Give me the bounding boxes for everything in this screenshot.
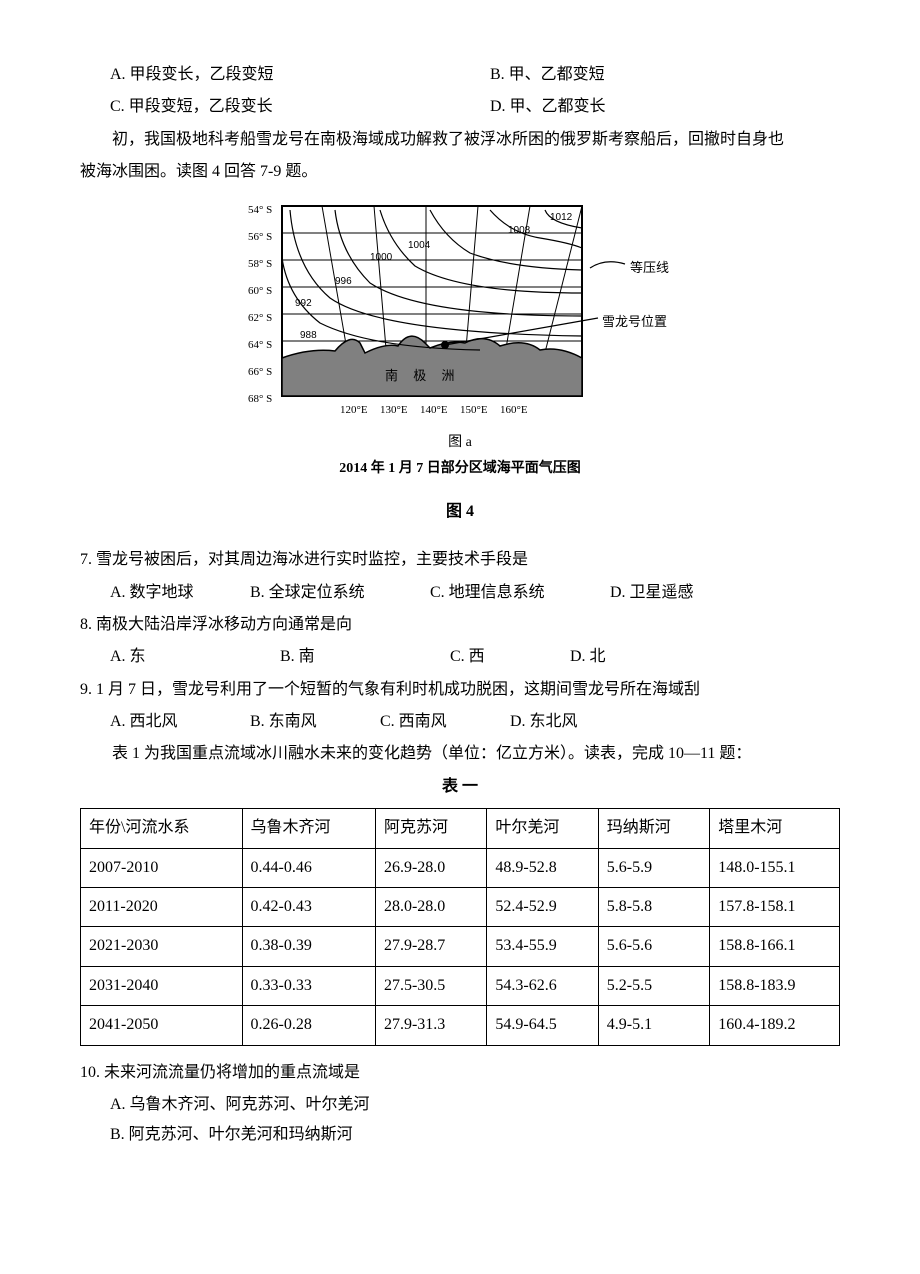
legend-ship: 雪龙号位置 bbox=[602, 310, 667, 335]
table-row: 2007-2010 0.44-0.46 26.9-28.0 48.9-52.8 … bbox=[81, 848, 840, 887]
lat-56: 56° S bbox=[248, 227, 272, 248]
lat-68: 68° S bbox=[248, 389, 272, 410]
table-row: 2041-2050 0.26-0.28 27.9-31.3 54.9-64.5 … bbox=[81, 1006, 840, 1045]
lat-54: 54° S bbox=[248, 200, 272, 221]
svg-text:996: 996 bbox=[335, 276, 352, 287]
table-row: 2021-2030 0.38-0.39 27.9-28.7 53.4-55.9 … bbox=[81, 927, 840, 966]
passage1-line2: 被海冰围困。读图 4 回答 7-9 题。 bbox=[80, 157, 840, 187]
q7-opt-a: A. 数字地球 bbox=[80, 578, 220, 608]
q9-opt-a: A. 西北风 bbox=[80, 707, 220, 737]
q9-opt-c: C. 西南风 bbox=[350, 707, 480, 737]
q9-opt-b: B. 东南风 bbox=[220, 707, 350, 737]
prev-opt-d: D. 甲、乙都变长 bbox=[460, 92, 840, 122]
q7-opt-c: C. 地理信息系统 bbox=[400, 578, 580, 608]
q8-stem: 8. 南极大陆沿岸浮冰移动方向通常是向 bbox=[80, 610, 840, 640]
col-5: 塔里木河 bbox=[710, 809, 840, 848]
svg-text:1008: 1008 bbox=[508, 225, 531, 236]
legend-isobar: 等压线 bbox=[630, 256, 669, 281]
q10-opt-b: B. 阿克苏河、叶尔羌河和玛纳斯河 bbox=[80, 1120, 840, 1150]
col-4: 玛纳斯河 bbox=[598, 809, 709, 848]
map-chart: 1012 1008 1004 1000 996 992 988 南 极 洲 54… bbox=[230, 198, 690, 428]
q8-options: A. 东 B. 南 C. 西 D. 北 bbox=[80, 642, 840, 672]
figure-caption: 2014 年 1 月 7 日部分区域海平面气压图 bbox=[339, 456, 581, 483]
col-3: 叶尔羌河 bbox=[487, 809, 598, 848]
lon-120: 120°E bbox=[340, 400, 368, 421]
lon-150: 150°E bbox=[460, 400, 488, 421]
svg-text:1012: 1012 bbox=[550, 212, 573, 223]
q8-opt-c: C. 西 bbox=[420, 642, 540, 672]
q7-options: A. 数字地球 B. 全球定位系统 C. 地理信息系统 D. 卫星遥感 bbox=[80, 578, 840, 608]
lat-58: 58° S bbox=[248, 254, 272, 275]
svg-text:988: 988 bbox=[300, 330, 317, 341]
col-0: 年份\河流水系 bbox=[81, 809, 243, 848]
q8-opt-a: A. 东 bbox=[80, 642, 250, 672]
lon-130: 130°E bbox=[380, 400, 408, 421]
q8-opt-b: B. 南 bbox=[250, 642, 420, 672]
lat-60: 60° S bbox=[248, 281, 272, 302]
q10-stem: 10. 未来河流流量仍将增加的重点流域是 bbox=[80, 1058, 840, 1088]
passage1-line1: 初，我国极地科考船雪龙号在南极海域成功解救了被浮冰所困的俄罗斯考察船后，回撤时自… bbox=[80, 125, 840, 155]
col-2: 阿克苏河 bbox=[375, 809, 486, 848]
lat-64: 64° S bbox=[248, 335, 272, 356]
prev-opt-a: A. 甲段变长，乙段变短 bbox=[80, 60, 460, 90]
figure-label: 图 4 bbox=[446, 497, 474, 527]
q9-stem: 9. 1 月 7 日，雪龙号利用了一个短暂的气象有利时机成功脱困，这期间雪龙号所… bbox=[80, 675, 840, 705]
q10-opt-a: A. 乌鲁木齐河、阿克苏河、叶尔羌河 bbox=[80, 1090, 840, 1120]
table-row: 2031-2040 0.33-0.33 27.5-30.5 54.3-62.6 … bbox=[81, 966, 840, 1005]
svg-text:1000: 1000 bbox=[370, 252, 393, 263]
table-header-row: 年份\河流水系 乌鲁木齐河 阿克苏河 叶尔羌河 玛纳斯河 塔里木河 bbox=[81, 809, 840, 848]
prev-options-row-1: A. 甲段变长，乙段变短 B. 甲、乙都变短 bbox=[80, 60, 840, 90]
q7-stem: 7. 雪龙号被困后，对其周边海冰进行实时监控，主要技术手段是 bbox=[80, 545, 840, 575]
table-title: 表 一 bbox=[80, 772, 840, 802]
svg-text:1004: 1004 bbox=[408, 240, 431, 251]
svg-text:南 极 洲: 南 极 洲 bbox=[385, 368, 461, 383]
prev-opt-c: C. 甲段变短，乙段变长 bbox=[80, 92, 460, 122]
q9-options: A. 西北风 B. 东南风 C. 西南风 D. 东北风 bbox=[80, 707, 840, 737]
figure-4: 1012 1008 1004 1000 996 992 988 南 极 洲 54… bbox=[80, 198, 840, 528]
q7-opt-b: B. 全球定位系统 bbox=[220, 578, 400, 608]
lat-62: 62° S bbox=[248, 308, 272, 329]
prev-options-row-2: C. 甲段变短，乙段变长 D. 甲、乙都变长 bbox=[80, 92, 840, 122]
lon-140: 140°E bbox=[420, 400, 448, 421]
figure-subcaption: 图 a bbox=[448, 430, 472, 457]
lon-160: 160°E bbox=[500, 400, 528, 421]
table-body: 2007-2010 0.44-0.46 26.9-28.0 48.9-52.8 … bbox=[81, 848, 840, 1045]
prev-opt-b: B. 甲、乙都变短 bbox=[460, 60, 840, 90]
svg-text:992: 992 bbox=[295, 298, 312, 309]
q8-opt-d: D. 北 bbox=[540, 642, 700, 672]
passage2: 表 1 为我国重点流域冰川融水未来的变化趋势（单位：亿立方米）。读表，完成 10… bbox=[80, 739, 840, 769]
table-row: 2011-2020 0.42-0.43 28.0-28.0 52.4-52.9 … bbox=[81, 888, 840, 927]
col-1: 乌鲁木齐河 bbox=[242, 809, 375, 848]
lat-66: 66° S bbox=[248, 362, 272, 383]
q7-opt-d: D. 卫星遥感 bbox=[580, 578, 740, 608]
glacier-table: 年份\河流水系 乌鲁木齐河 阿克苏河 叶尔羌河 玛纳斯河 塔里木河 2007-2… bbox=[80, 808, 840, 1045]
q9-opt-d: D. 东北风 bbox=[480, 707, 640, 737]
